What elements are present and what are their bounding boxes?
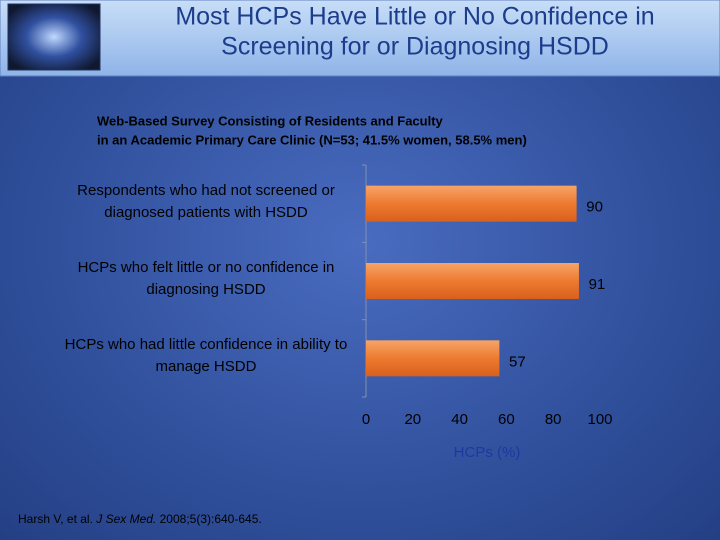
citation-part: 2008;5(3):640-645.	[156, 512, 261, 526]
bar	[366, 263, 579, 299]
bar	[366, 185, 577, 222]
y-tick-label: Respondents who had not screened or diag…	[77, 181, 335, 221]
chart-title: Most HCPs Have Little or No Confidence i…	[175, 3, 654, 31]
header-image	[7, 3, 101, 71]
subtitle: Web-Based Survey Consisting of Residents…	[97, 113, 444, 128]
x-tick-label: 20	[404, 411, 421, 428]
value-label: 90	[586, 199, 603, 216]
x-axis-label: HCPs (%)	[454, 444, 521, 461]
x-tick-label: 0	[362, 411, 370, 428]
value-label: 91	[589, 276, 606, 293]
subtitle: in an Academic Primary Care Clinic (N=53…	[97, 132, 527, 147]
citation-part: J Sex Med.	[95, 512, 156, 526]
citation: Harsh V, et al. J Sex Med. 2008;5(3):640…	[18, 512, 262, 526]
x-tick-label: 40	[451, 411, 468, 428]
title-banner	[0, 0, 720, 77]
x-tick-label: 100	[587, 411, 612, 428]
x-tick-label: 60	[498, 411, 515, 428]
chart-title: Screening for or Diagnosing HSDD	[221, 33, 609, 61]
y-tick-label: HCPs who felt little or no confidence in…	[77, 259, 335, 298]
value-label: 57	[509, 353, 526, 370]
citation-part: Harsh V, et al.	[18, 512, 96, 526]
x-tick-label: 80	[545, 411, 562, 428]
y-tick-label: HCPs who had little confidence in abilit…	[64, 336, 348, 376]
bar	[366, 340, 500, 377]
